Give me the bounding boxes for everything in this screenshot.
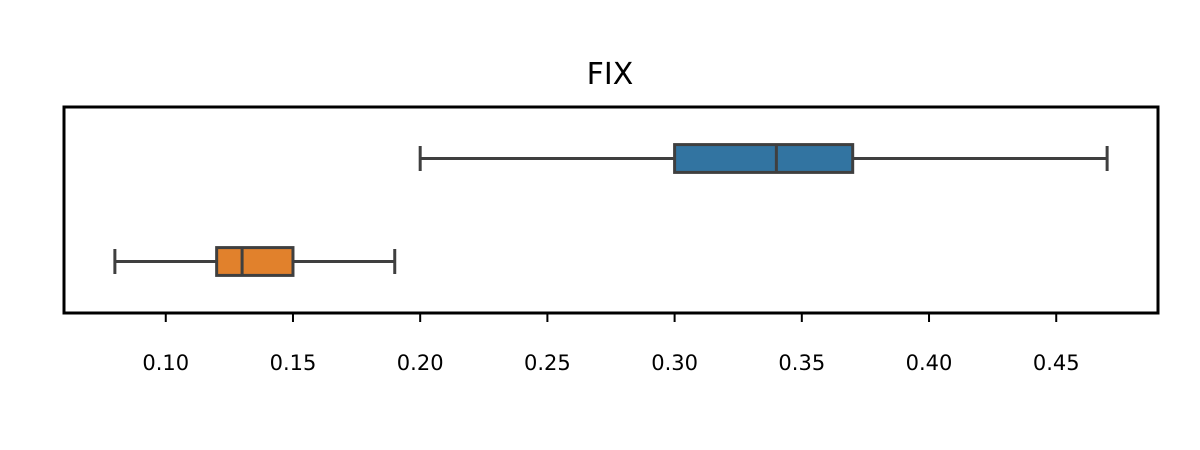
x-axis: 0.10 0.15 0.20 0.25 0.30 0.35 0.40 0.45 — [142, 313, 1080, 375]
x-tick-label: 0.10 — [142, 351, 189, 375]
plot-frame — [62, 105, 1160, 315]
x-tick-label: 0.40 — [906, 351, 953, 375]
chart-title: FIX — [587, 57, 634, 92]
x-tick-label: 0.45 — [1033, 351, 1080, 375]
boxes — [113, 143, 1109, 277]
x-tick-label: 0.15 — [270, 351, 317, 375]
x-tick-label: 0.25 — [524, 351, 571, 375]
x-tick-label: 0.30 — [651, 351, 698, 375]
box-iqr — [673, 143, 855, 174]
box-group — [418, 143, 1109, 174]
x-tick-label: 0.20 — [397, 351, 444, 375]
box-group — [113, 246, 397, 277]
x-tick-label: 0.35 — [778, 351, 825, 375]
box-iqr — [215, 246, 295, 277]
